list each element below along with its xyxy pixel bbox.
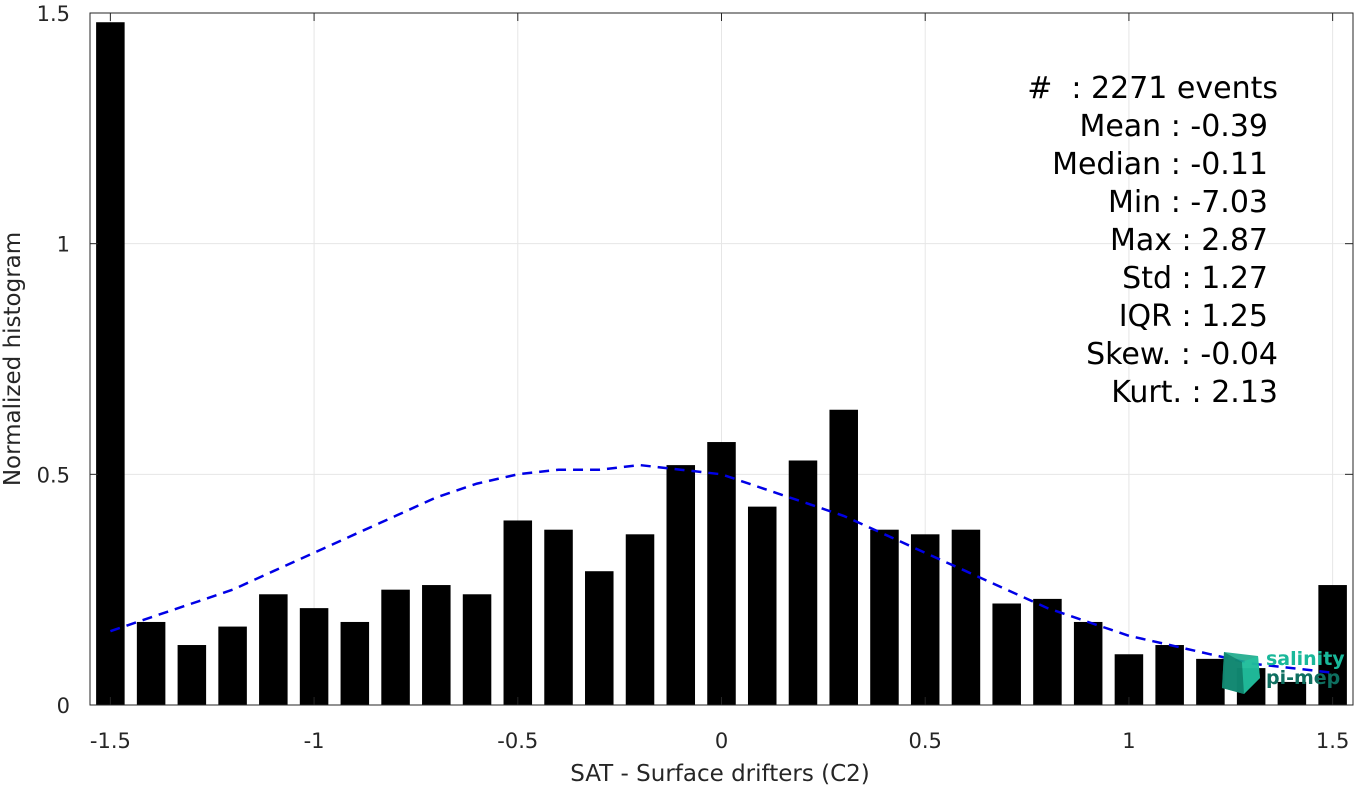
histogram-bar (1114, 654, 1144, 705)
stat-iqr: IQR : 1.25 (1118, 299, 1268, 334)
stat-mean: Mean : -0.39 (1079, 109, 1268, 144)
histogram-bar (96, 22, 125, 705)
histogram-bar (829, 409, 858, 705)
histogram-bar (747, 506, 777, 705)
stat-count: # : 2271 events (1027, 71, 1278, 106)
bars-layer (96, 22, 1347, 705)
histogram-bar (1277, 681, 1307, 705)
stat-max: Max : 2.87 (1110, 223, 1268, 258)
histogram-bar (585, 571, 614, 705)
histogram-bar (992, 603, 1021, 705)
histogram-bar (870, 529, 899, 705)
histogram-bar (544, 529, 573, 705)
stat-std: Std : 1.27 (1122, 261, 1268, 296)
x-tick-label: 1.5 (1316, 729, 1349, 753)
x-tick-label: 0.5 (909, 729, 942, 753)
histogram-bar (218, 626, 247, 705)
histogram-bar (1033, 598, 1062, 705)
x-tick-label: -1.5 (90, 729, 131, 753)
histogram-bar (136, 621, 166, 705)
x-tick-label: 1 (1122, 729, 1135, 753)
histogram-bar (340, 621, 370, 705)
histogram-bar (462, 594, 492, 705)
y-axis-label: Normalized histogram (0, 232, 26, 486)
histogram-bar (503, 520, 533, 705)
histogram-bar (1318, 585, 1347, 705)
histogram-bar (625, 534, 655, 705)
axes-layer (89, 12, 1354, 706)
histogram-bar (381, 589, 410, 705)
histogram-bar (788, 460, 818, 705)
stat-skew: Skew. : -0.04 (1086, 337, 1278, 372)
histogram-bar (177, 645, 207, 705)
y-tick-label: 1 (57, 233, 70, 257)
histogram-bar (422, 585, 451, 705)
x-tick-label: -0.5 (497, 729, 538, 753)
histogram-bar (259, 594, 288, 705)
salinity-pimep-logo: salinity pi-mep (1218, 646, 1348, 696)
stats-box: # : 2271 events Mean : -0.39 Median : -0… (980, 70, 1278, 420)
logo-line-1: salinity (1266, 648, 1345, 670)
histogram-bar (299, 608, 329, 705)
histogram-bar (666, 465, 696, 705)
y-tick-label: 0 (57, 694, 70, 718)
stat-median: Median : -0.11 (1052, 147, 1268, 182)
logo-line-2: pi-mep (1266, 667, 1341, 689)
x-tick-label: 0 (715, 729, 728, 753)
x-tick-label: -1 (304, 729, 325, 753)
histogram-bar (707, 442, 736, 705)
logo-mark-icon (1222, 652, 1260, 694)
y-tick-label: 0.5 (37, 463, 70, 487)
x-axis-label: SAT - Surface drifters (C2) (570, 761, 870, 785)
histogram-bar (910, 534, 940, 705)
stat-min: Min : -7.03 (1107, 185, 1268, 220)
histogram-bar (1196, 658, 1225, 705)
stat-kurt: Kurt. : 2.13 (1111, 375, 1278, 410)
histogram-bar (951, 529, 981, 705)
histogram-bar (1155, 645, 1184, 705)
histogram-bar (1073, 621, 1103, 705)
y-tick-label: 1.5 (37, 2, 70, 26)
tick-labels-layer: -1.5 -1 -0.5 0 0.5 1 1.5 0 0.5 1 1.5 (37, 2, 1350, 753)
